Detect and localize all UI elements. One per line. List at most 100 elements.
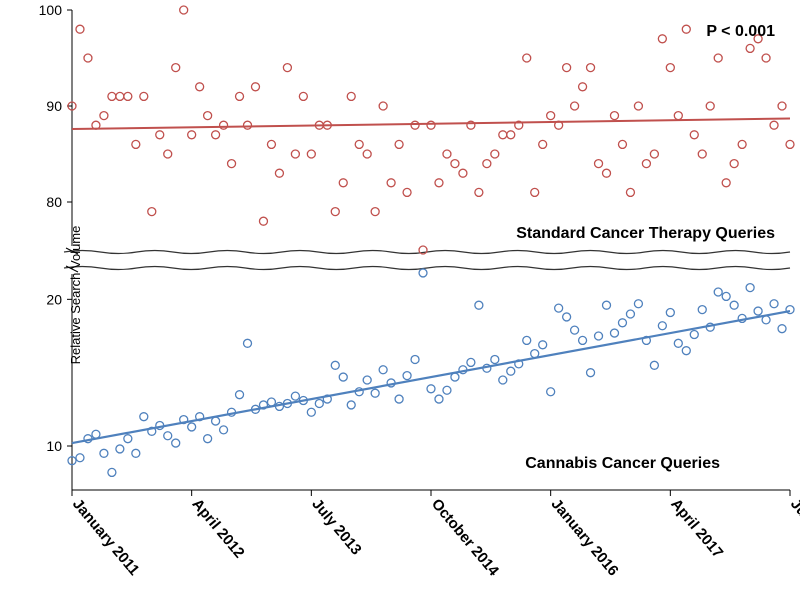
lower-series-marker: [172, 439, 180, 447]
upper-series-marker: [275, 169, 283, 177]
upper-series-marker: [180, 6, 188, 14]
x-tick-label: October 2014: [428, 496, 503, 580]
upper-series-marker: [363, 150, 371, 158]
upper-series-marker: [634, 102, 642, 110]
lower-series-marker: [220, 426, 228, 434]
lower-series-marker: [347, 401, 355, 409]
upper-series-marker: [778, 102, 786, 110]
upper-series-marker: [650, 150, 658, 158]
y-tick-label: 100: [39, 2, 63, 18]
lower-series-marker: [634, 300, 642, 308]
lower-series-marker: [563, 313, 571, 321]
upper-series-marker: [626, 188, 634, 196]
chart-stage: Relative Search Volume 80901001020Januar…: [0, 0, 800, 590]
lower-series-marker: [164, 432, 172, 440]
upper-series-marker: [579, 83, 587, 91]
lower-series-marker: [674, 339, 682, 347]
lower-series-marker: [331, 361, 339, 369]
upper-series-marker: [706, 102, 714, 110]
y-tick-label: 20: [46, 291, 62, 307]
chart-svg: 80901001020January 2011April 2012July 20…: [0, 0, 800, 590]
upper-series-marker: [786, 140, 794, 148]
upper-series-marker: [435, 179, 443, 187]
upper-series-marker: [204, 112, 212, 120]
upper-series-marker: [411, 121, 419, 129]
upper-series-marker: [595, 160, 603, 168]
upper-series-marker: [483, 160, 491, 168]
lower-series-label: Cannabis Cancer Queries: [525, 455, 720, 472]
upper-series-marker: [100, 112, 108, 120]
lower-series-marker: [132, 449, 140, 457]
lower-series-marker: [371, 389, 379, 397]
x-tick-label: January 2011: [69, 496, 143, 579]
upper-series-marker: [682, 25, 690, 33]
upper-series-marker: [523, 54, 531, 62]
axis-break-bottom: [64, 267, 790, 270]
lower-series-marker: [571, 326, 579, 334]
lower-series-marker: [626, 310, 634, 318]
lower-series-marker: [427, 385, 435, 393]
x-tick-label: April 2012: [189, 496, 248, 562]
lower-series-marker: [730, 301, 738, 309]
lower-series-marker: [507, 367, 515, 375]
upper-series-label: Standard Cancer Therapy Queries: [516, 225, 775, 242]
upper-series-marker: [156, 131, 164, 139]
lower-series-marker: [291, 392, 299, 400]
upper-series-marker: [762, 54, 770, 62]
lower-series-marker: [499, 376, 507, 384]
lower-series-marker: [363, 376, 371, 384]
lower-series-marker: [778, 325, 786, 333]
lower-series-marker: [188, 423, 196, 431]
upper-series-marker: [307, 150, 315, 158]
lower-series-marker: [555, 304, 563, 312]
upper-series-marker: [188, 131, 196, 139]
lower-series-marker: [650, 361, 658, 369]
p-value-label: P < 0.001: [706, 23, 775, 40]
upper-series-marker: [539, 140, 547, 148]
upper-series-marker: [116, 92, 124, 100]
upper-series-marker: [355, 140, 363, 148]
upper-series-marker: [698, 150, 706, 158]
lower-series-marker: [618, 319, 626, 327]
upper-series-marker: [563, 64, 571, 72]
upper-series-marker: [507, 131, 515, 139]
lower-series-marker: [770, 300, 778, 308]
upper-series-marker: [770, 121, 778, 129]
upper-series-marker: [124, 92, 132, 100]
lower-series-marker: [443, 386, 451, 394]
lower-series-marker: [315, 399, 323, 407]
upper-series-marker: [499, 131, 507, 139]
upper-series-marker: [164, 150, 172, 158]
upper-series-marker: [267, 140, 275, 148]
lower-series-marker: [395, 395, 403, 403]
lower-series-marker: [547, 388, 555, 396]
upper-series-marker: [132, 140, 140, 148]
lower-series-marker: [666, 309, 674, 317]
lower-series-marker: [124, 435, 132, 443]
lower-series-marker: [746, 284, 754, 292]
lower-series-marker: [411, 355, 419, 363]
upper-series-marker: [220, 121, 228, 129]
x-tick-label: July 2013: [308, 496, 364, 559]
lower-series-marker: [339, 373, 347, 381]
upper-series-marker: [228, 160, 236, 168]
lower-series-marker: [714, 288, 722, 296]
y-tick-label: 90: [46, 98, 62, 114]
upper-series-marker: [475, 188, 483, 196]
upper-series-marker: [387, 179, 395, 187]
upper-series-marker: [587, 64, 595, 72]
upper-series-marker: [658, 35, 666, 43]
lower-series-marker: [76, 454, 84, 462]
lower-series-marker: [204, 435, 212, 443]
upper-series-marker: [491, 150, 499, 158]
upper-series-marker: [236, 92, 244, 100]
lower-series-marker: [539, 341, 547, 349]
lower-series-marker: [682, 347, 690, 355]
lower-series-marker: [698, 306, 706, 314]
upper-series-marker: [618, 140, 626, 148]
upper-series-marker: [666, 64, 674, 72]
lower-series-marker: [595, 332, 603, 340]
upper-series-marker: [140, 92, 148, 100]
upper-series-marker: [148, 208, 156, 216]
upper-series-marker: [196, 83, 204, 91]
